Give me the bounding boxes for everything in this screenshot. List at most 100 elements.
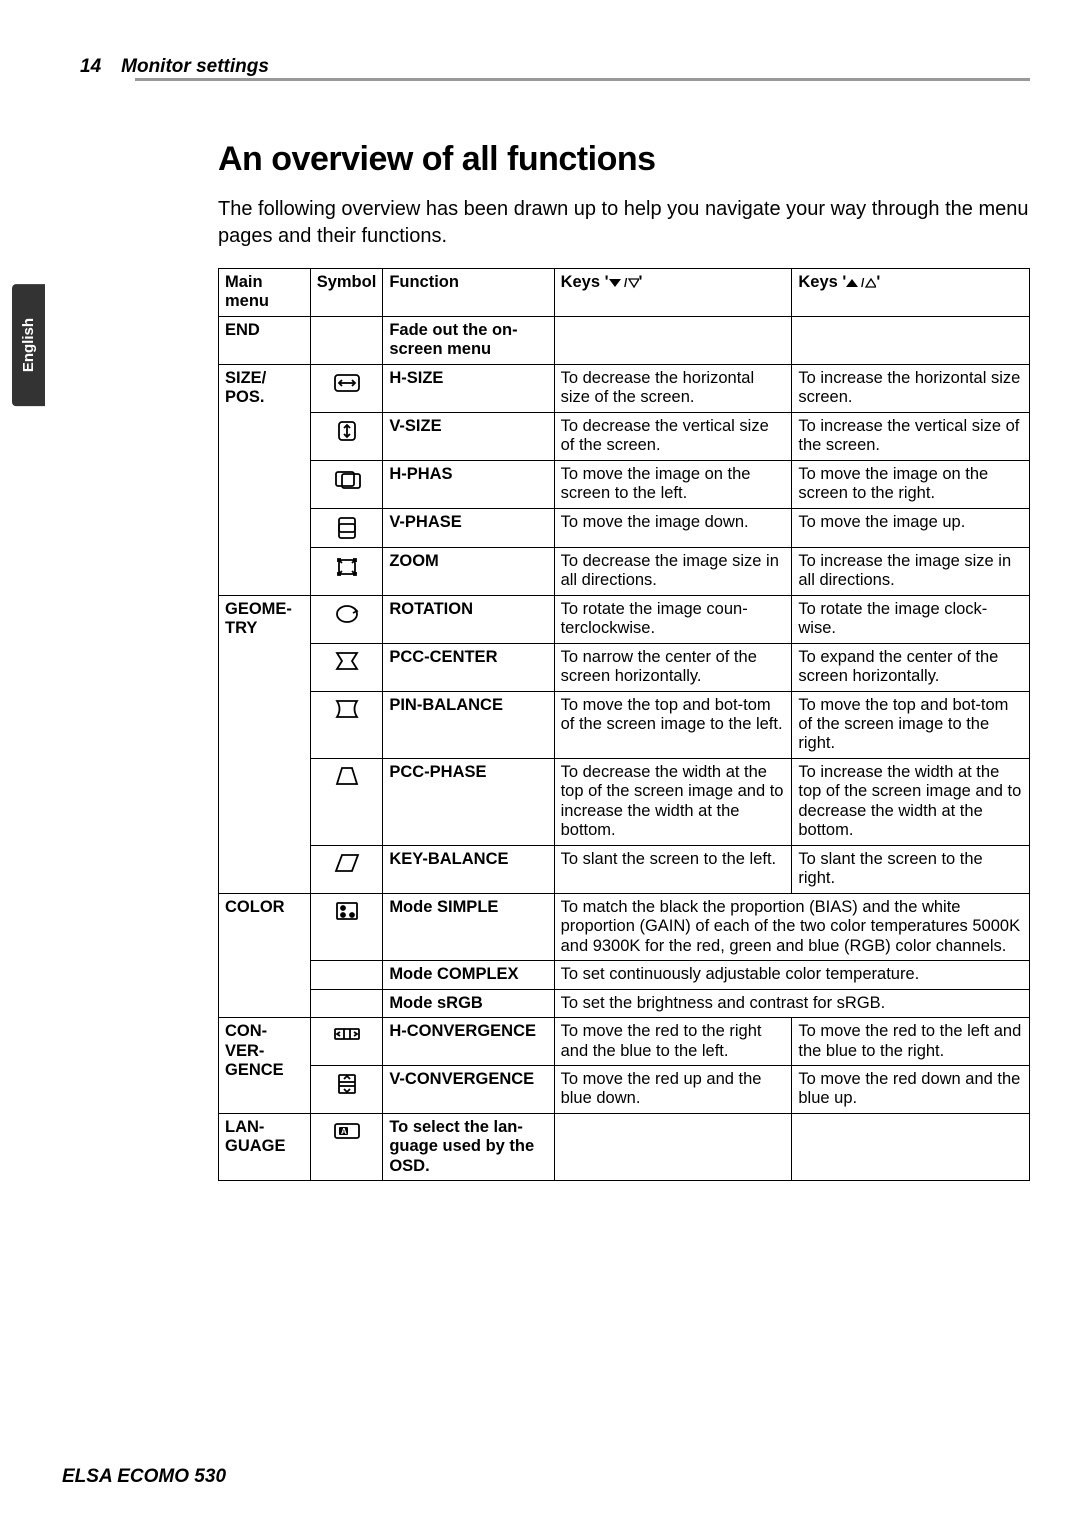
table-row: KEY-BALANCETo slant the screen to the le… xyxy=(219,845,1030,893)
table-row: H-PHASTo move the image on the screen to… xyxy=(219,460,1030,508)
table-row: LAN- GUAGEATo select the lan-guage used … xyxy=(219,1113,1030,1180)
keys-down-cell: To move the red to the right and the blu… xyxy=(554,1018,792,1066)
col-symbol: Symbol xyxy=(310,269,383,317)
keys-up-cell: To increase the horizontal size screen. xyxy=(792,364,1030,412)
pcccenter-icon xyxy=(310,643,383,691)
table-row: PIN-BALANCETo move the top and bot-tom o… xyxy=(219,691,1030,758)
table-row: Mode COMPLEXTo set continuously adjustab… xyxy=(219,961,1030,989)
col-main-menu: Main menu xyxy=(219,269,311,317)
keys-down-cell: To decrease the width at the top of the … xyxy=(554,758,792,845)
blank-icon xyxy=(310,961,383,989)
function-cell: Mode SIMPLE xyxy=(383,893,554,960)
table-row: V-PHASETo move the image down.To move th… xyxy=(219,508,1030,547)
blank-icon xyxy=(310,316,383,364)
language-icon: A xyxy=(310,1113,383,1180)
page-number: 14 xyxy=(80,56,101,78)
keys-down-cell: To narrow the center of the screen horiz… xyxy=(554,643,792,691)
main-menu-cell: GEOME- TRY xyxy=(219,595,311,893)
hphas-icon xyxy=(310,460,383,508)
svg-text:/: / xyxy=(861,277,865,289)
vphase-icon xyxy=(310,508,383,547)
table-row: SIZE/ POS.H-SIZETo decrease the horizont… xyxy=(219,364,1030,412)
table-row: V-CONVERGENCETo move the red up and the … xyxy=(219,1066,1030,1114)
table-row: PCC-CENTERTo narrow the center of the sc… xyxy=(219,643,1030,691)
keybalance-icon xyxy=(310,845,383,893)
function-cell: To select the lan-guage used by the OSD. xyxy=(383,1113,554,1180)
functions-table: Main menu Symbol Function Keys '/' Keys … xyxy=(218,268,1030,1181)
keys-down-cell xyxy=(554,316,792,364)
keys-up-cell xyxy=(792,1113,1030,1180)
function-cell: V-PHASE xyxy=(383,508,554,547)
keys-down-cell xyxy=(554,1113,792,1180)
function-cell: V-CONVERGENCE xyxy=(383,1066,554,1114)
hconv-icon xyxy=(310,1018,383,1066)
arrow-down-solid-icon: / xyxy=(609,277,639,289)
keys-down-cell: To move the image down. xyxy=(554,508,792,547)
main-menu-cell: LAN- GUAGE xyxy=(219,1113,311,1180)
rotation-icon xyxy=(310,595,383,643)
function-cell: Mode COMPLEX xyxy=(383,961,554,989)
function-cell: PCC-CENTER xyxy=(383,643,554,691)
keys-up-cell: To move the image up. xyxy=(792,508,1030,547)
col-keys-down: Keys '/' xyxy=(554,269,792,317)
keys-down-cell: To rotate the image coun-terclockwise. xyxy=(554,595,792,643)
footer-model: ELSA ECOMO 530 xyxy=(62,1466,226,1488)
keys-merged-cell: To match the black the proportion (BIAS)… xyxy=(554,893,1029,960)
keys-up-cell: To increase the image size in all direct… xyxy=(792,547,1030,595)
keys-down-cell: To move the red up and the blue down. xyxy=(554,1066,792,1114)
hsize-icon xyxy=(310,364,383,412)
keys-down-cell: To move the image on the screen to the l… xyxy=(554,460,792,508)
function-cell: V-SIZE xyxy=(383,412,554,460)
keys-up-cell: To increase the width at the top of the … xyxy=(792,758,1030,845)
keys-up-cell: To expand the center of the screen horiz… xyxy=(792,643,1030,691)
main-menu-cell: COLOR xyxy=(219,893,311,1017)
function-cell: Mode sRGB xyxy=(383,989,554,1017)
keys-up-cell: To move the top and bot-tom of the scree… xyxy=(792,691,1030,758)
page-title: An overview of all functions xyxy=(218,140,656,179)
section-title: Monitor settings xyxy=(121,56,269,78)
zoom-icon xyxy=(310,547,383,595)
keys-up-cell: To slant the screen to the right. xyxy=(792,845,1030,893)
function-cell: PCC-PHASE xyxy=(383,758,554,845)
keys-down-cell: To move the top and bot-tom of the scree… xyxy=(554,691,792,758)
pinbalance-icon xyxy=(310,691,383,758)
function-cell: Fade out the on-screen menu xyxy=(383,316,554,364)
blank-icon xyxy=(310,989,383,1017)
keys-up-cell: To move the image on the screen to the r… xyxy=(792,460,1030,508)
keys-merged-cell: To set continuously adjustable color tem… xyxy=(554,961,1029,989)
table-header-row: Main menu Symbol Function Keys '/' Keys … xyxy=(219,269,1030,317)
keys-down-cell: To slant the screen to the left. xyxy=(554,845,792,893)
arrow-up-solid-icon: / xyxy=(846,277,876,289)
keys-up-cell: To increase the vertical size of the scr… xyxy=(792,412,1030,460)
col-keys-up: Keys '/' xyxy=(792,269,1030,317)
function-cell: ROTATION xyxy=(383,595,554,643)
function-cell: H-SIZE xyxy=(383,364,554,412)
main-menu-cell: CON- VER- GENCE xyxy=(219,1018,311,1114)
vconv-icon xyxy=(310,1066,383,1114)
table-row: V-SIZETo decrease the vertical size of t… xyxy=(219,412,1030,460)
col-function: Function xyxy=(383,269,554,317)
main-menu-cell: END xyxy=(219,316,311,364)
keys-down-cell: To decrease the vertical size of the scr… xyxy=(554,412,792,460)
main-menu-cell: SIZE/ POS. xyxy=(219,364,311,595)
pccphase-icon xyxy=(310,758,383,845)
keys-down-cell: To decrease the horizontal size of the s… xyxy=(554,364,792,412)
function-cell: PIN-BALANCE xyxy=(383,691,554,758)
header-rule xyxy=(135,78,1030,81)
function-cell: KEY-BALANCE xyxy=(383,845,554,893)
table-row: PCC-PHASETo decrease the width at the to… xyxy=(219,758,1030,845)
function-cell: ZOOM xyxy=(383,547,554,595)
function-cell: H-CONVERGENCE xyxy=(383,1018,554,1066)
keys-up-cell: To rotate the image clock-wise. xyxy=(792,595,1030,643)
function-cell: H-PHAS xyxy=(383,460,554,508)
table-row: GEOME- TRYROTATIONTo rotate the image co… xyxy=(219,595,1030,643)
intro-paragraph: The following overview has been drawn up… xyxy=(218,196,1030,250)
keys-down-cell: To decrease the image size in all direct… xyxy=(554,547,792,595)
language-tab: English xyxy=(12,284,45,406)
color-icon xyxy=(310,893,383,960)
table-row: CON- VER- GENCEH-CONVERGENCETo move the … xyxy=(219,1018,1030,1066)
keys-merged-cell: To set the brightness and contrast for s… xyxy=(554,989,1029,1017)
table-row: ZOOMTo decrease the image size in all di… xyxy=(219,547,1030,595)
svg-text:/: / xyxy=(624,277,628,289)
table-row: COLORMode SIMPLETo match the black the p… xyxy=(219,893,1030,960)
